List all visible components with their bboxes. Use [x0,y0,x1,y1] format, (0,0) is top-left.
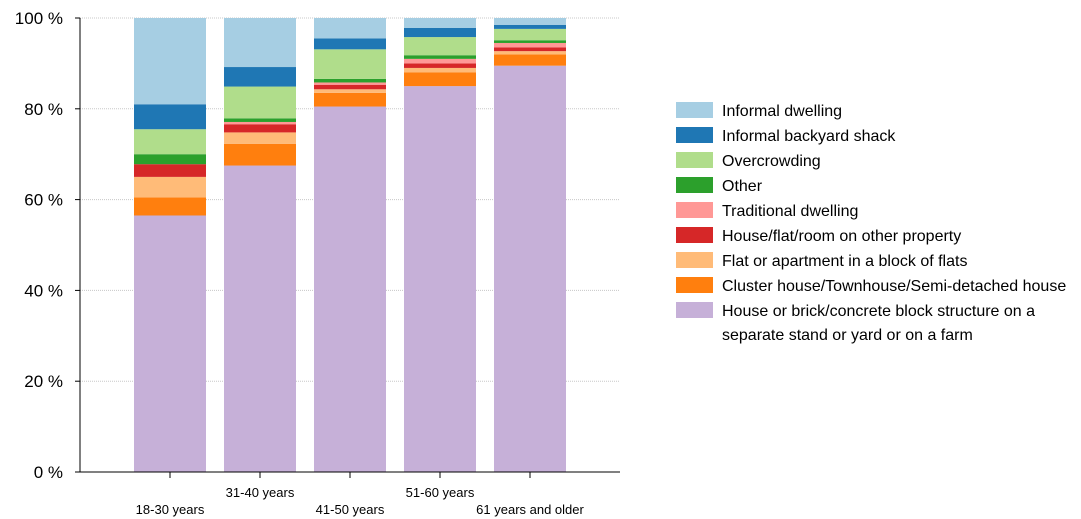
legend-item: Informal backyard shack [676,125,1081,149]
bar-segment [494,40,566,43]
bar-segment [224,143,296,166]
bar-segment [314,89,386,93]
bar-segment [404,63,476,68]
bar-segment [134,197,206,216]
legend-item: Other [676,175,1081,199]
legend-label: Informal backyard shack [722,128,896,145]
bar-segment [404,67,476,73]
legend-label: Cluster house/Townhouse/Semi-detached ho… [722,278,1067,295]
legend-item: Overcrowding [676,150,1081,174]
legend-label: Flat or apartment in a block of flats [722,253,968,270]
y-tick-label: 80 % [24,100,63,119]
bar-segment [494,24,566,29]
bar-segment [404,55,476,59]
bar-segment [494,54,566,66]
legend-item: Informal dwelling [676,100,1081,124]
bar-segment [224,118,296,122]
bar-segment [494,18,566,25]
bar-segment [134,215,206,473]
bar-segment [494,28,566,41]
bar-segment [224,18,296,68]
legend-label: Traditional dwelling [722,203,859,220]
legend-label: House or brick/concrete block structure … [722,303,1036,344]
legend-swatch [676,127,713,143]
legend-item: House/flat/room on other property [676,225,1081,249]
bar-segment [494,65,566,473]
y-tick-label: 60 % [24,191,63,210]
bar-segment [224,124,296,133]
bar-segment [224,86,296,119]
legend-label: Other [722,178,763,195]
bar-segment [314,84,386,90]
y-tick-label: 20 % [24,372,63,391]
bar-segment [134,129,206,155]
bar-segment [314,106,386,472]
legend-item: Cluster house/Townhouse/Semi-detached ho… [676,275,1081,299]
y-tick-label: 100 % [15,9,63,28]
bar-segment [404,86,476,472]
x-tick-label: 51-60 years [406,485,475,500]
bar-segment [134,104,206,130]
legend-swatch [676,252,713,268]
legend-item: Flat or apartment in a block of flats [676,250,1081,274]
x-tick-label: 61 years and older [476,502,584,517]
bar-segment [494,47,566,52]
bar-segment [134,176,206,198]
bar-segment [224,165,296,473]
bar-segment [224,132,296,144]
legend-swatch [676,152,713,168]
bar-segment [314,82,386,85]
chart-legend: Informal dwelling Informal backyard shack… [676,100,1081,349]
bar-segment [404,27,476,38]
bar-segment [494,51,566,55]
bar-segment [314,78,386,83]
bar-segment [404,58,476,64]
legend-swatch [676,227,713,243]
bar-segment [134,164,206,177]
bar-segment [224,121,296,125]
bar-segment [404,18,476,28]
legend-item: House or brick/concrete block structure … [676,300,1081,348]
legend-swatch [676,102,713,118]
x-tick-label: 18-30 years [136,502,205,517]
bar-segment [314,38,386,50]
y-tick-label: 40 % [24,281,63,300]
stacked-bar-chart: 0 % 20 % 40 % 60 % 80 % 100 % 18-30 years 31-40… [15,9,620,517]
legend-label: Overcrowding [722,153,821,170]
bar-segment [314,92,386,107]
bar-segment [314,49,386,79]
x-tick-label: 31-40 years [226,485,295,500]
bar-segment [404,72,476,87]
legend-swatch [676,202,713,218]
bar-segment [314,18,386,39]
bar-segment [134,154,206,165]
x-tick-label: 41-50 years [316,502,385,517]
bar-segment [134,18,206,105]
legend-label: Informal dwelling [722,103,843,120]
y-tick-label: 0 % [34,463,63,482]
legend-swatch [676,302,713,318]
legend-label: House/flat/room on other property [722,228,962,245]
bar-segment [404,37,476,56]
bar-segment [224,67,296,87]
legend-swatch [676,177,713,193]
legend-swatch [676,277,713,293]
legend-item: Traditional dwelling [676,200,1081,224]
bar-segment [494,42,566,48]
